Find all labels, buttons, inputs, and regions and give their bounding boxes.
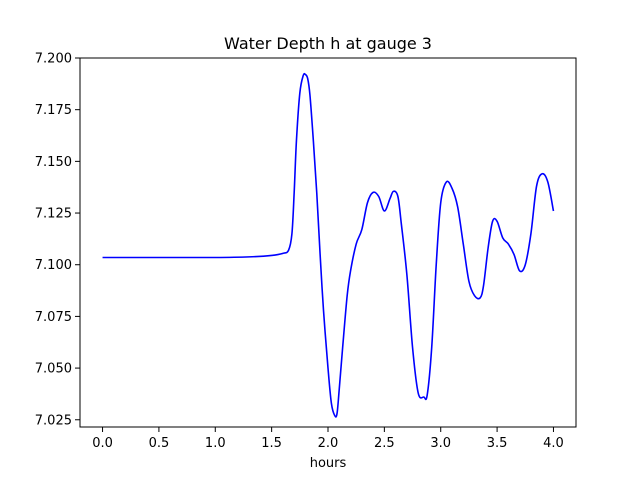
x-tick-label: 0.5	[149, 436, 170, 451]
plot-lines	[102, 72, 555, 418]
x-tick-label: 4.0	[543, 436, 564, 451]
x-tick-label: 2.0	[318, 436, 339, 451]
x-tick-label: 3.0	[430, 436, 451, 451]
x-axis-label: hours	[310, 456, 347, 471]
y-tick-label: 7.175	[35, 103, 72, 118]
y-tick-label: 7.200	[35, 52, 72, 67]
y-tick-label: 7.025	[35, 413, 72, 428]
y-tick-label: 7.075	[35, 310, 72, 325]
x-tick-label: 3.5	[487, 436, 508, 451]
series-line-1	[102, 72, 555, 418]
y-tick-label: 7.125	[35, 207, 72, 222]
y-tick-label: 7.150	[35, 155, 72, 170]
y-tick-label: 7.050	[35, 362, 72, 377]
y-axis-ticks: 7.025 7.050 7.075 7.100 7.125 7.150 7.175 7.200	[35, 52, 80, 428]
x-tick-label: 2.5	[374, 436, 395, 451]
x-axis-ticks: 0.0 0.5 1.0 1.5 2.0 2.5 3.0 3.5 4.0	[92, 427, 564, 451]
x-tick-label: 0.0	[92, 436, 113, 451]
x-tick-label: 1.0	[205, 436, 226, 451]
chart-title: Water Depth h at gauge 3	[224, 34, 432, 53]
x-tick-label: 1.5	[261, 436, 282, 451]
y-tick-label: 7.100	[35, 258, 72, 273]
